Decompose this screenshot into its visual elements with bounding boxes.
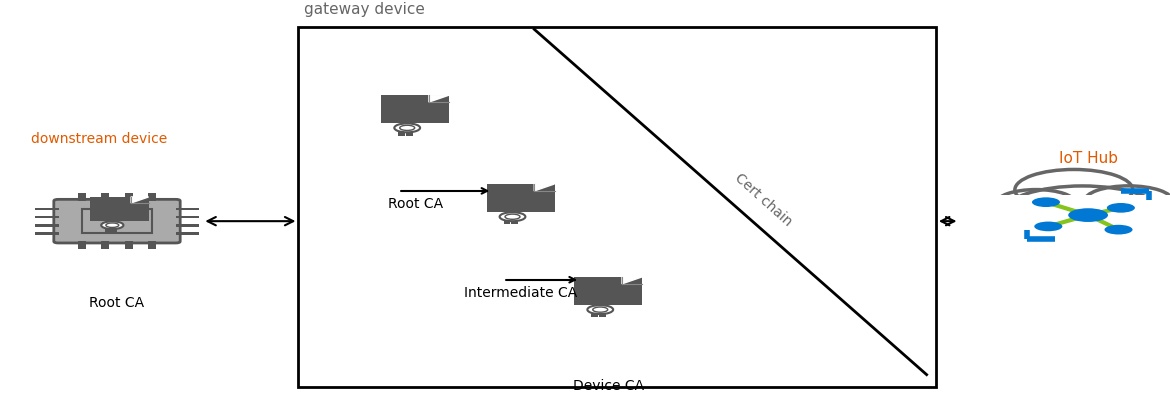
Circle shape — [1014, 169, 1133, 210]
Polygon shape — [111, 229, 117, 232]
FancyBboxPatch shape — [961, 196, 1170, 266]
FancyBboxPatch shape — [78, 193, 85, 201]
FancyBboxPatch shape — [35, 216, 59, 218]
FancyBboxPatch shape — [574, 277, 642, 305]
Polygon shape — [398, 132, 405, 136]
FancyBboxPatch shape — [176, 216, 199, 218]
Circle shape — [1085, 186, 1170, 217]
Text: IoT Hub: IoT Hub — [1059, 151, 1117, 166]
Text: Root CA: Root CA — [89, 296, 145, 310]
FancyBboxPatch shape — [176, 224, 199, 226]
FancyBboxPatch shape — [125, 193, 132, 201]
FancyBboxPatch shape — [298, 27, 936, 387]
Text: Device CA: Device CA — [573, 379, 644, 393]
FancyBboxPatch shape — [176, 232, 199, 235]
Text: Cert chain: Cert chain — [732, 171, 794, 229]
Circle shape — [1107, 203, 1135, 212]
Polygon shape — [406, 132, 413, 136]
FancyBboxPatch shape — [487, 184, 555, 212]
FancyBboxPatch shape — [82, 209, 152, 233]
Circle shape — [969, 199, 1078, 237]
FancyBboxPatch shape — [54, 199, 180, 243]
FancyBboxPatch shape — [176, 208, 199, 210]
Circle shape — [1104, 225, 1133, 235]
Circle shape — [1034, 222, 1062, 231]
Polygon shape — [105, 229, 110, 232]
Circle shape — [1068, 208, 1108, 222]
Circle shape — [102, 222, 124, 229]
FancyBboxPatch shape — [102, 193, 109, 201]
Circle shape — [996, 189, 1076, 217]
FancyBboxPatch shape — [78, 241, 85, 249]
Polygon shape — [511, 221, 518, 224]
Circle shape — [394, 123, 420, 132]
FancyBboxPatch shape — [35, 208, 59, 210]
FancyBboxPatch shape — [35, 224, 59, 226]
Circle shape — [1088, 202, 1170, 238]
Polygon shape — [592, 314, 598, 317]
Polygon shape — [429, 95, 449, 102]
Text: Intermediate CA: Intermediate CA — [464, 286, 577, 300]
Circle shape — [500, 212, 525, 221]
FancyBboxPatch shape — [149, 241, 156, 249]
FancyBboxPatch shape — [381, 95, 449, 123]
Circle shape — [1003, 186, 1162, 241]
Circle shape — [1032, 197, 1060, 207]
FancyBboxPatch shape — [90, 197, 149, 221]
Polygon shape — [131, 197, 149, 203]
Circle shape — [587, 305, 613, 314]
FancyBboxPatch shape — [35, 232, 59, 235]
Polygon shape — [535, 184, 555, 191]
Polygon shape — [622, 277, 642, 284]
Polygon shape — [599, 314, 606, 317]
FancyBboxPatch shape — [149, 193, 156, 201]
Polygon shape — [503, 221, 510, 224]
FancyBboxPatch shape — [125, 241, 132, 249]
FancyBboxPatch shape — [102, 241, 109, 249]
Text: downstream device: downstream device — [32, 132, 167, 146]
Text: gateway device: gateway device — [304, 2, 425, 17]
Text: Root CA: Root CA — [387, 197, 443, 211]
